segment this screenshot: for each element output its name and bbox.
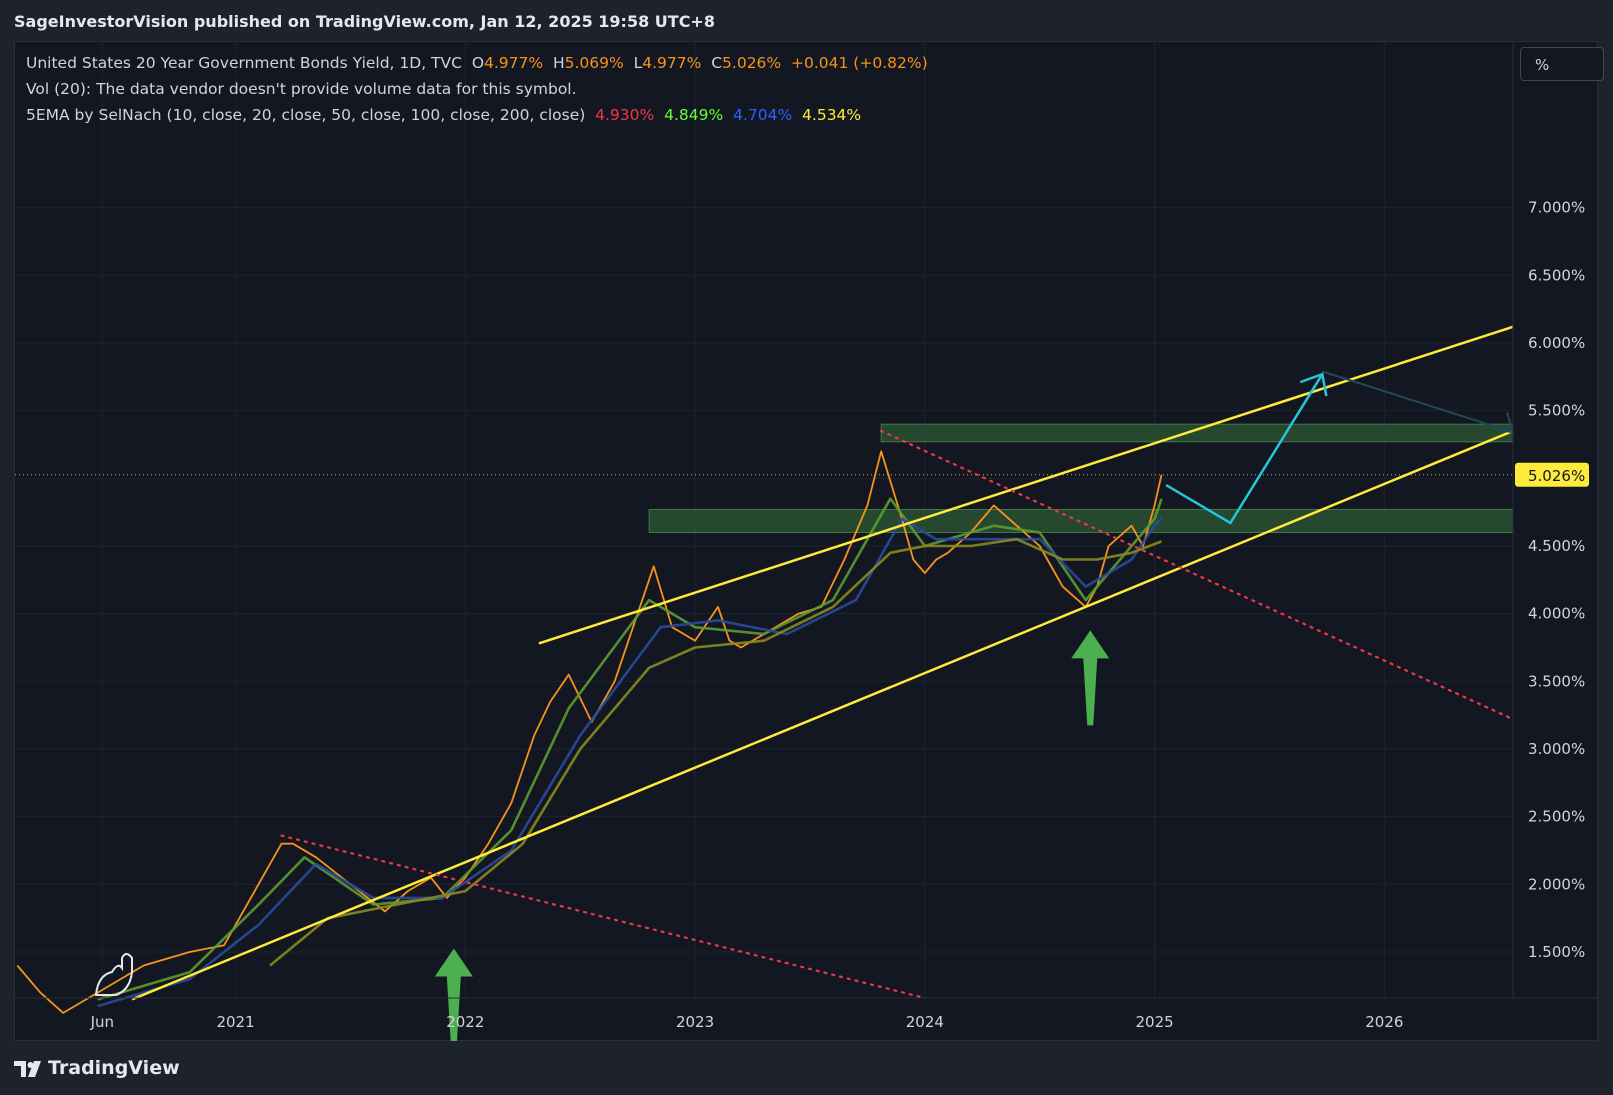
x-tick-label: 2024 — [906, 1013, 944, 1031]
supply-zone-1 — [880, 423, 1514, 443]
green-up-arrow-1 — [434, 948, 473, 1044]
legend-ema-label: 5EMA by SelNach (10, close, 20, close, 5… — [26, 106, 586, 124]
legend-ema-value-4: 4.534% — [802, 106, 862, 124]
y-tick-label: 7.000% — [1528, 199, 1585, 217]
legend-h-label: H — [552, 54, 565, 72]
legend-l-label: L — [633, 54, 643, 72]
trendline-red-2 — [880, 429, 1515, 721]
projection-arrowhead-cyan — [1299, 372, 1328, 397]
y-tick-label: 3.500% — [1528, 672, 1585, 690]
green-up-arrow-2 — [1071, 630, 1110, 726]
trendline-red-1 — [280, 834, 926, 1000]
projection-path-dark — [1321, 370, 1514, 434]
legend-symbol: United States 20 Year Government Bonds Y… — [26, 54, 462, 72]
y-tick-label: 3.000% — [1528, 740, 1585, 758]
top-bar: SageInvestorVision published on TradingV… — [0, 0, 1613, 42]
legend-ema-value-1: 4.930% — [595, 106, 655, 124]
legend-volume-row: Vol (20): The data vendor doesn't provid… — [26, 80, 577, 98]
y-tick-label: 2.000% — [1528, 875, 1585, 893]
y-tick-label: 6.500% — [1528, 266, 1585, 284]
y-tick-label: 1.500% — [1528, 943, 1585, 961]
legend-o-value: 4.977% — [484, 54, 544, 72]
x-tick-label: 2022 — [446, 1013, 484, 1031]
x-tick-label: Jun — [90, 1013, 114, 1031]
legend-change: +0.041 (+0.82%) — [791, 54, 928, 72]
publisher-line: SageInvestorVision published on TradingV… — [14, 12, 715, 31]
x-tick-label: 2023 — [676, 1013, 714, 1031]
last-price-tag-label: 5.026% — [1528, 467, 1585, 485]
legend-o-label: O — [471, 54, 485, 72]
y-tick-label: 5.500% — [1528, 402, 1585, 420]
projection-path-cyan — [1165, 373, 1324, 525]
price-series-line — [16, 450, 1163, 1014]
y-tick-label: 4.000% — [1528, 605, 1585, 623]
footer-bar: TradingView — [0, 1041, 1613, 1095]
ema-line-2 — [97, 517, 1163, 1008]
x-tick-label: 2025 — [1135, 1013, 1173, 1031]
footer-brand: TradingView — [48, 1057, 180, 1079]
legend-c-label: C — [711, 54, 723, 72]
last-price-tag — [1515, 462, 1589, 487]
channel-lower-line — [131, 429, 1514, 1001]
tradingview-logo-icon — [14, 1061, 41, 1077]
dinosaur-icon — [94, 953, 133, 996]
legend-ema-row: 5EMA by SelNach (10, close, 20, close, 5… — [26, 106, 861, 124]
legend-ema-value-2: 4.849% — [664, 106, 724, 124]
scale-toggle-button[interactable]: % — [1520, 47, 1604, 81]
y-tick-label: 6.000% — [1528, 334, 1585, 352]
channel-upper-line — [538, 325, 1514, 645]
y-tick-label: 4.500% — [1528, 537, 1585, 555]
x-tick-label: 2026 — [1365, 1013, 1403, 1031]
legend-c-value: 5.026% — [722, 54, 782, 72]
supply-zone-2 — [648, 508, 1514, 533]
x-tick-label: 2021 — [216, 1013, 254, 1031]
y-tick-label: 2.500% — [1528, 808, 1585, 826]
legend-symbol-row: United States 20 Year Government Bonds Y… — [26, 54, 928, 72]
legend-h-value: 5.069% — [564, 54, 624, 72]
ema-line-3 — [269, 537, 1162, 967]
legend-l-value: 4.977% — [642, 54, 702, 72]
legend-ema-value-3: 4.704% — [733, 106, 793, 124]
